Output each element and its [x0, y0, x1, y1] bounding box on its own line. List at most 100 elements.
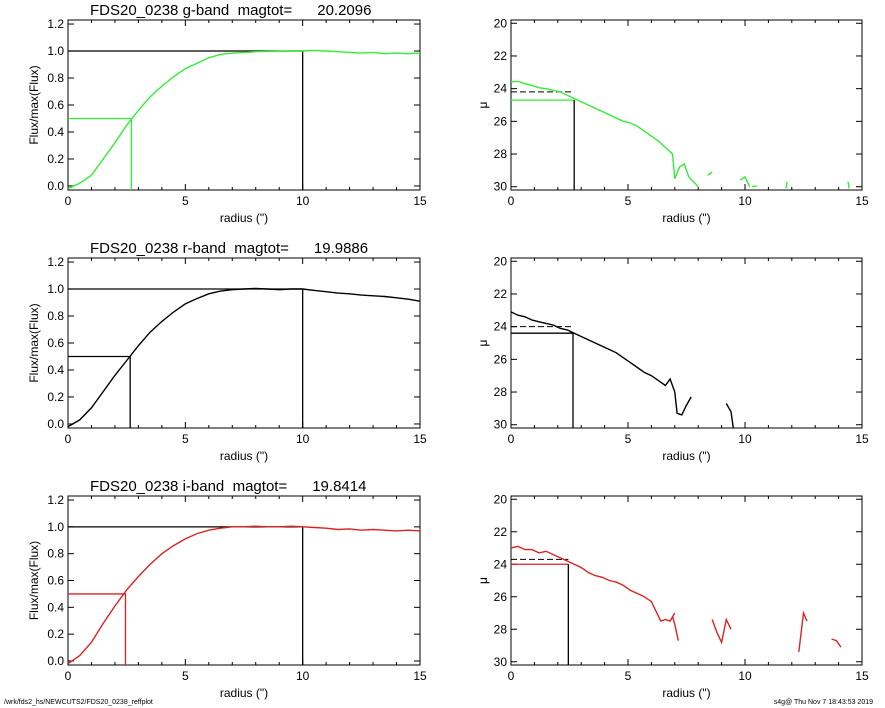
x-axis-label: radius ("): [220, 686, 268, 700]
x-tick-label: 15: [855, 432, 869, 446]
y-tick-label: 1.2: [47, 493, 64, 507]
y-tick-label: 28: [494, 385, 508, 399]
y-tick-label: 0.4: [47, 125, 64, 139]
panel-growth-g: 0 5 10 15 0.0 0.2 0.4 0.6 0.8 1.0 1.2 radius (") Flu…: [27, 2, 427, 225]
y-tick-label: 1.0: [47, 520, 64, 534]
series-line: [511, 545, 676, 622]
y-tick-label: 0.0: [47, 417, 64, 431]
series-line: [725, 403, 734, 428]
series-line: [711, 617, 732, 645]
plot-frame: [67, 19, 421, 191]
y-tick-label: 28: [494, 147, 508, 161]
x-tick-label: 0: [508, 432, 515, 446]
y-axis-label: μ: [476, 101, 490, 108]
x-tick-label: 10: [296, 669, 310, 683]
y-tick-label: 0.8: [47, 547, 64, 561]
series-line: [798, 610, 808, 653]
y-tick-label: 0.8: [47, 309, 64, 323]
footer-file-path: /wrk/fds2_hs/NEWCUTS2/FDS20_0238_reffplo…: [4, 699, 153, 706]
x-tick-label: 0: [508, 194, 515, 208]
panel-profile-g: 0 5 10 15 20 22 24 26 28 30 radius (") μ: [476, 16, 869, 225]
x-tick-label: 10: [738, 194, 752, 208]
y-tick-label: 0.0: [47, 179, 64, 193]
footer-timestamp: s4g@ Thu Nov 7 18:43:53 2019: [773, 699, 873, 706]
y-tick-label: 0.4: [47, 600, 64, 614]
series-line: [785, 181, 788, 189]
x-tick-label: 5: [625, 669, 632, 683]
x-tick-label: 0: [508, 669, 515, 683]
total-radius-guide: [68, 526, 304, 665]
y-tick-label: 0.6: [47, 574, 64, 588]
series-line: [739, 175, 751, 188]
y-tick-label: 28: [494, 622, 508, 636]
y-axis-label: μ: [476, 339, 490, 346]
y-tick-label: 0.8: [47, 71, 64, 85]
y-tick-label: 0.6: [47, 98, 64, 112]
x-tick-label: 5: [182, 669, 189, 683]
y-tick-label: 1.0: [47, 282, 64, 296]
total-radius-guide: [68, 288, 304, 428]
x-tick-label: 5: [625, 432, 632, 446]
chart-title: FDS20_0238 i-band magtot= 19.8414: [90, 478, 366, 495]
series-line: [847, 181, 850, 189]
x-tick-label: 15: [413, 669, 427, 683]
x-tick-label: 0: [65, 669, 72, 683]
y-axis-label: Flux/max(Flux): [27, 303, 41, 382]
chart-title: FDS20_0238 g-band magtot= 20.2096: [90, 2, 371, 19]
y-tick-label: 30: [494, 180, 508, 194]
plot-frame: [510, 257, 863, 429]
y-axis-label: Flux/max(Flux): [27, 65, 41, 144]
x-axis-label: radius ("): [662, 686, 710, 700]
y-tick-label: 26: [494, 114, 508, 128]
y-tick-label: 0.2: [47, 627, 64, 641]
y-tick-label: 24: [494, 557, 508, 571]
series-line: [68, 525, 420, 665]
y-tick-label: 1.0: [47, 44, 64, 58]
series-line: [751, 185, 757, 188]
x-tick-label: 0: [65, 194, 72, 208]
y-tick-label: 1.2: [47, 255, 64, 269]
x-tick-label: 10: [738, 669, 752, 683]
plot-frame: [67, 495, 421, 666]
y-tick-label: 0.2: [47, 152, 64, 166]
y-tick-label: 24: [494, 82, 508, 96]
x-tick-label: 10: [296, 432, 310, 446]
series-line: [511, 80, 699, 188]
x-tick-label: 0: [65, 432, 72, 446]
panel-profile-i: 0 5 10 15 20 22 24 26 28 30 radius (") μ: [476, 492, 869, 700]
x-tick-label: 5: [182, 194, 189, 208]
series-line: [831, 638, 842, 648]
y-tick-label: 20: [494, 492, 508, 506]
series-line: [511, 311, 692, 416]
x-axis-label: radius ("): [662, 211, 710, 225]
y-axis-label: Flux/max(Flux): [27, 541, 41, 620]
x-axis-label: radius ("): [220, 211, 268, 225]
series-line: [68, 49, 420, 190]
x-axis-label: radius ("): [220, 449, 268, 463]
x-tick-label: 5: [625, 194, 632, 208]
x-tick-label: 15: [855, 669, 869, 683]
x-tick-label: 10: [296, 194, 310, 208]
x-tick-label: 15: [413, 432, 427, 446]
y-tick-label: 0.4: [47, 363, 64, 377]
panel-growth-i: 0 5 10 15 0.0 0.2 0.4 0.6 0.8 1.0 1.2 radius (") Flu…: [27, 478, 427, 700]
half-light-guide: [68, 117, 133, 190]
y-tick-label: 0.0: [47, 654, 64, 668]
plot-frame: [510, 19, 863, 191]
series-line: [671, 616, 679, 641]
y-tick-label: 30: [494, 655, 508, 669]
x-tick-label: 15: [413, 194, 427, 208]
y-tick-label: 26: [494, 352, 508, 366]
y-tick-label: 22: [494, 525, 508, 539]
y-tick-label: 24: [494, 320, 508, 334]
x-tick-label: 5: [182, 432, 189, 446]
y-tick-label: 22: [494, 49, 508, 63]
plot-frame: [510, 495, 863, 666]
chart-title: FDS20_0238 r-band magtot= 19.9886: [90, 240, 368, 257]
plot-frame: [67, 257, 421, 429]
y-tick-label: 22: [494, 287, 508, 301]
panel-profile-r: 0 5 10 15 20 22 24 26 28 30 radius (") μ: [476, 254, 869, 463]
series-line: [707, 171, 713, 176]
x-tick-label: 15: [855, 194, 869, 208]
